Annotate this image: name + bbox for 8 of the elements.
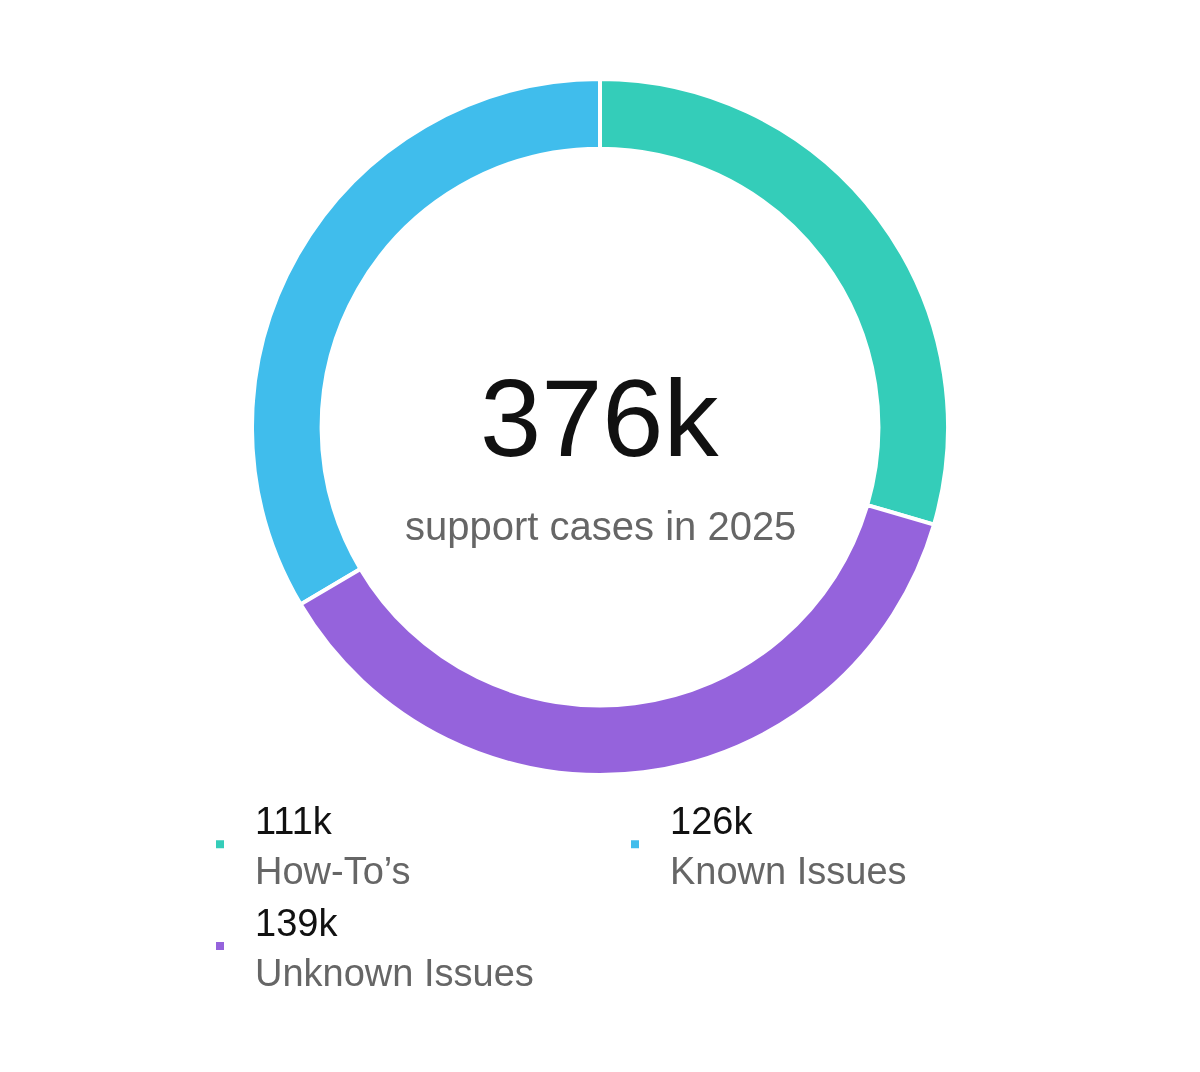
text: 376k: [480, 356, 720, 479]
legend-label: How-To’s: [255, 849, 411, 892]
data-label: 111k: [255, 800, 333, 843]
data-label: 139k: [255, 902, 339, 945]
text: support cases in 2025: [405, 504, 797, 548]
legend-label: Known Issues: [670, 849, 907, 892]
data-label: 126k: [670, 800, 754, 843]
legend-label: Unknown Issues: [255, 951, 534, 994]
